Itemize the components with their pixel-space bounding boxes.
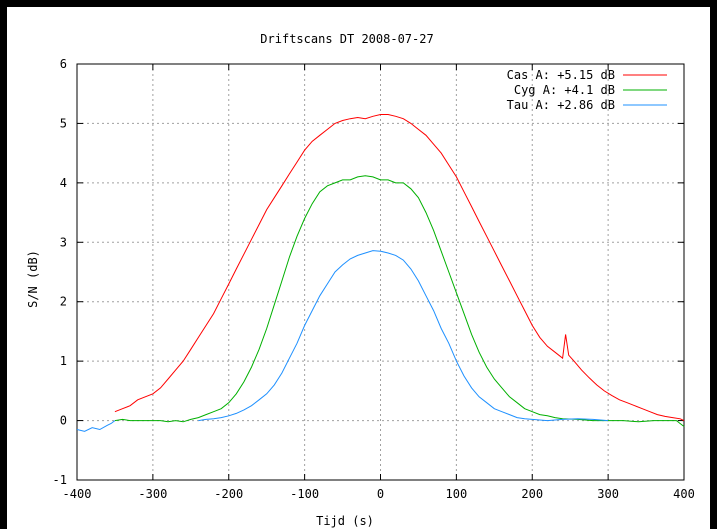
series-line-cas-a — [114, 114, 685, 422]
y-tick-label: 1 — [60, 354, 67, 368]
x-axis-label: Tijd (s) — [316, 514, 374, 528]
axes: -400 -300 -200 -100 0 100 200 300 400 -1 0 1 2 3 4 5 6 — [53, 57, 695, 501]
x-tick-label: -400 — [63, 487, 92, 501]
x-tick-label: 0 — [377, 487, 384, 501]
y-axis-label: S/N (dB) — [26, 250, 40, 308]
y-tick-label: 0 — [60, 414, 67, 428]
y-tick-label: 6 — [60, 57, 67, 71]
legend-label-cyg-a: Cyg A: +4.1 dB — [514, 83, 615, 97]
x-tick-label: 400 — [673, 487, 695, 501]
series-line-tau-a — [198, 250, 609, 422]
series-line-cyg-a — [114, 175, 685, 427]
x-tick-label: -200 — [214, 487, 243, 501]
chart-canvas: Driftscans DT 2008-07-27 -400 -300 -200 -10… — [7, 7, 710, 529]
y-tick-label: 4 — [60, 176, 67, 190]
y-tick-label: 2 — [60, 295, 67, 309]
plot-border — [76, 63, 685, 481]
x-tick-label: -300 — [138, 487, 167, 501]
series-line-extra-3 — [76, 420, 116, 432]
y-tick-label: 3 — [60, 235, 67, 249]
chart-title: Driftscans DT 2008-07-27 — [260, 32, 433, 46]
legend-label-cas-a: Cas A: +5.15 dB — [507, 68, 615, 82]
y-tick-label: -1 — [53, 473, 67, 487]
x-tick-label: 200 — [521, 487, 543, 501]
x-tick-label: 300 — [597, 487, 619, 501]
series-layer — [76, 114, 685, 432]
grid — [77, 64, 684, 480]
x-tick-label: -100 — [290, 487, 319, 501]
y-tick-label: 5 — [60, 116, 67, 130]
x-tick-label: 100 — [446, 487, 468, 501]
legend-label-tau-a: Tau A: +2.86 dB — [507, 98, 615, 112]
